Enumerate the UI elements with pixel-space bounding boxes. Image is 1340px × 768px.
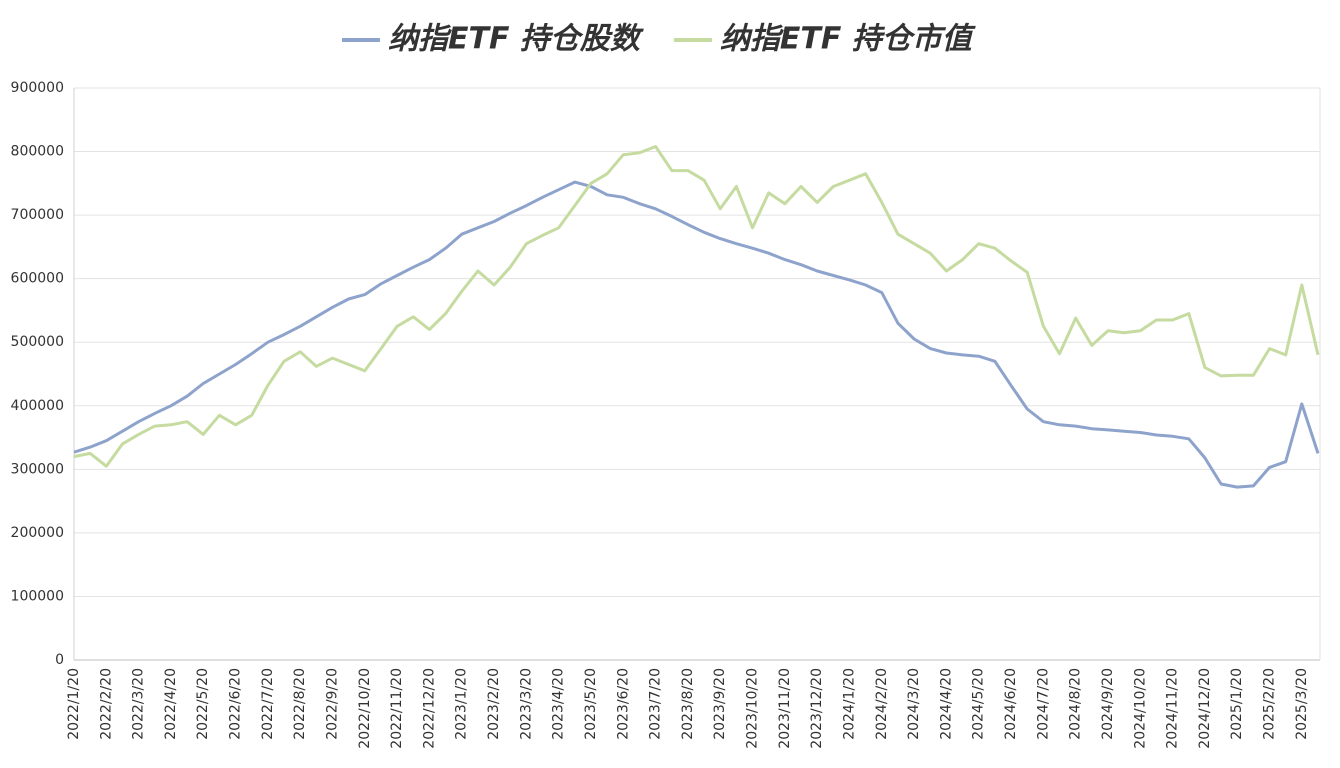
x-tick-label: 2024/7/20 bbox=[1035, 668, 1051, 740]
y-tick-label: 300000 bbox=[11, 461, 64, 477]
y-tick-label: 600000 bbox=[11, 271, 64, 287]
series-line bbox=[73, 145, 1320, 468]
x-tick-label: 2022/11/20 bbox=[389, 668, 405, 749]
legend-label: 纳指ETF 持仓股数 bbox=[388, 22, 644, 57]
x-tick-label: 2023/10/20 bbox=[745, 668, 761, 749]
x-tick-label: 2023/1/20 bbox=[454, 668, 470, 740]
x-tick-label: 2024/3/20 bbox=[906, 668, 922, 740]
x-tick-label: 2022/1/20 bbox=[66, 668, 82, 740]
x-tick-label: 2024/9/20 bbox=[1100, 668, 1116, 740]
legend-label: 纳指ETF 持仓市值 bbox=[720, 22, 977, 57]
x-tick-label: 2024/5/20 bbox=[971, 668, 987, 740]
x-tick-label: 2024/1/20 bbox=[841, 668, 857, 740]
y-tick-label: 900000 bbox=[11, 80, 64, 96]
x-tick-label: 2022/8/20 bbox=[292, 668, 308, 740]
x-tick-label: 2024/2/20 bbox=[874, 668, 890, 740]
x-tick-label: 2023/4/20 bbox=[551, 668, 567, 740]
x-tick-label: 2022/10/20 bbox=[357, 668, 373, 749]
series-line bbox=[73, 180, 1320, 489]
x-tick-label: 2023/12/20 bbox=[809, 668, 825, 749]
x-tick-label: 2022/3/20 bbox=[131, 668, 147, 740]
x-tick-label: 2023/11/20 bbox=[777, 668, 793, 749]
y-tick-label: 200000 bbox=[11, 525, 64, 541]
x-tick-label: 2023/5/20 bbox=[583, 668, 599, 740]
x-tick-label: 2022/5/20 bbox=[195, 668, 211, 740]
x-tick-label: 2024/8/20 bbox=[1068, 668, 1084, 740]
x-tick-label: 2023/7/20 bbox=[648, 668, 664, 740]
x-tick-label: 2022/6/20 bbox=[228, 668, 244, 740]
x-tick-label: 2022/2/20 bbox=[98, 668, 114, 740]
x-tick-label: 2024/4/20 bbox=[938, 668, 954, 740]
x-tick-label: 2025/3/20 bbox=[1294, 668, 1310, 740]
x-tick-label: 2022/9/20 bbox=[324, 668, 340, 740]
x-tick-label: 2024/12/20 bbox=[1197, 668, 1213, 749]
x-tick-label: 2023/9/20 bbox=[712, 668, 728, 740]
x-tick-label: 2022/4/20 bbox=[163, 668, 179, 740]
x-tick-label: 2024/10/20 bbox=[1132, 668, 1148, 749]
x-tick-label: 2022/12/20 bbox=[421, 668, 437, 749]
x-tick-label: 2024/6/20 bbox=[1003, 668, 1019, 740]
x-tick-label: 2023/2/20 bbox=[486, 668, 502, 740]
x-tick-label: 2022/7/20 bbox=[260, 668, 276, 740]
x-tick-label: 2025/2/20 bbox=[1262, 668, 1278, 740]
x-tick-label: 2024/11/20 bbox=[1165, 668, 1181, 749]
y-tick-label: 100000 bbox=[11, 588, 64, 604]
y-tick-label: 800000 bbox=[11, 144, 64, 160]
y-tick-label: 700000 bbox=[11, 207, 64, 223]
y-tick-label: 400000 bbox=[11, 398, 64, 414]
y-tick-label: 0 bbox=[55, 652, 64, 668]
x-tick-label: 2023/3/20 bbox=[518, 668, 534, 740]
x-tick-label: 2023/6/20 bbox=[615, 668, 631, 740]
x-tick-label: 2025/1/20 bbox=[1229, 668, 1245, 740]
x-tick-label: 2023/8/20 bbox=[680, 668, 696, 740]
y-tick-label: 500000 bbox=[11, 334, 64, 350]
